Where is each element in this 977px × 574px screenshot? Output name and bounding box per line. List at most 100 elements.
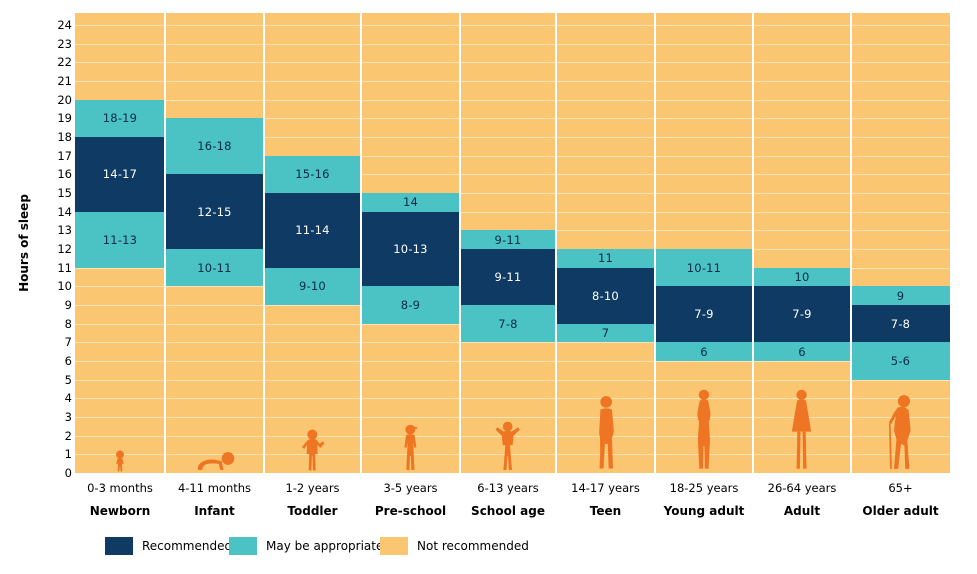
age-range-label: 3-5 years [383, 481, 438, 495]
y-tick-label: 1 [64, 447, 72, 462]
legend-item-not-recommended: Not recommended [380, 537, 529, 555]
band-may-be-appropriate: 5-6 [851, 342, 950, 380]
age-name-label: Pre-school [374, 504, 447, 518]
band-recommended: 11-14 [264, 193, 361, 268]
band-value-label: 18-19 [102, 111, 138, 126]
band-may-be-appropriate: 10-11 [165, 249, 264, 287]
school-child-figure-icon [490, 420, 525, 472]
gridline [75, 155, 950, 157]
gridline [75, 211, 950, 213]
gridline [75, 43, 950, 45]
band-value-label: 10-11 [686, 260, 722, 275]
band-recommended: 10-13 [361, 211, 460, 287]
band-value-label: 12-15 [197, 204, 232, 219]
band-value-label: 16-18 [197, 139, 232, 154]
band-value-label: 14-17 [102, 167, 138, 182]
y-tick-label: 21 [57, 74, 72, 88]
band-value-label: 10-11 [197, 260, 232, 275]
y-tick-label: 17 [57, 148, 72, 163]
gridline [75, 454, 950, 456]
age-name-label: Young adult [663, 504, 745, 518]
band-value-label: 9-11 [494, 232, 522, 247]
y-tick-label: 5 [64, 372, 72, 387]
age-range-label: 4-11 months [177, 481, 252, 495]
band-recommended: 7-9 [753, 286, 851, 343]
age-range-label: 18-25 years [669, 481, 739, 495]
gridline [75, 473, 950, 474]
column-separator [360, 13, 362, 473]
band-value-label: 6 [798, 344, 806, 359]
column-separator [263, 13, 265, 473]
age-range-label: 65+ [888, 481, 913, 495]
age-range-label: 1-2 years [285, 481, 340, 495]
gridline [75, 193, 950, 194]
band-recommended: 7-9 [655, 286, 753, 343]
column-separator [850, 13, 852, 473]
band-recommended: 12-15 [165, 174, 264, 249]
age-range-label: 26-64 years [767, 481, 837, 495]
toddler-figure-icon [299, 429, 326, 472]
band-may-be-appropriate: 9-11 [460, 230, 556, 249]
adult-woman-figure-icon [787, 388, 816, 472]
band-may-be-appropriate: 7 [556, 323, 655, 343]
y-tick-label: 14 [57, 204, 72, 219]
gridline [75, 361, 950, 362]
band-may-be-appropriate: 6 [655, 342, 753, 361]
age-range-label: 0-3 months [87, 481, 153, 495]
young-adult-figure-icon [691, 388, 717, 472]
column-separator [654, 13, 656, 473]
age-name-label: Adult [783, 504, 821, 518]
standing-baby-figure-icon [112, 450, 128, 472]
y-tick-label: 3 [64, 410, 72, 424]
gridline [75, 417, 950, 418]
band-value-label: 5-6 [890, 353, 911, 368]
y-tick-label: 20 [57, 92, 72, 107]
age-range-label: 14-17 years [571, 481, 640, 495]
band-recommended: 14-17 [75, 137, 165, 212]
band-value-label: 10-13 [393, 241, 428, 256]
band-may-be-appropriate: 9 [851, 286, 950, 305]
band-value-label: 11-14 [295, 223, 330, 238]
y-tick-label: 7 [64, 335, 72, 350]
band-may-be-appropriate: 9-10 [264, 267, 361, 305]
band-may-be-appropriate: 6 [753, 342, 851, 361]
y-tick-label: 9 [64, 298, 72, 312]
gridline [75, 379, 950, 381]
age-name-label: Infant [194, 504, 235, 518]
gridline [75, 62, 950, 64]
gridline [75, 99, 950, 101]
band-value-label: 8-9 [400, 297, 421, 312]
y-tick-label: 8 [64, 316, 72, 331]
legend-label: May be appropriate [266, 539, 384, 553]
band-value-label: 11-13 [102, 232, 138, 247]
teen-figure-icon [592, 395, 620, 472]
band-may-be-appropriate: 14 [361, 193, 460, 212]
band-may-be-appropriate: 18-19 [75, 99, 165, 137]
legend-item-may-be-appropriate: May be appropriate [229, 537, 383, 555]
band-value-label: 14 [402, 195, 419, 210]
band-recommended: 8-10 [556, 267, 655, 324]
y-tick-label: 22 [57, 55, 72, 70]
y-tick-label: 11 [57, 260, 72, 275]
band-may-be-appropriate: 15-16 [264, 155, 361, 193]
legend-swatch-may-be-appropriate [229, 537, 257, 555]
band-recommended: 7-8 [851, 305, 950, 343]
gridline [75, 174, 950, 176]
gridline [75, 342, 950, 344]
age-name-label: Toddler [287, 504, 338, 518]
crawling-baby-figure-icon [194, 451, 235, 472]
column-separator [459, 13, 461, 473]
band-value-label: 7-9 [792, 307, 812, 322]
legend-label: Not recommended [417, 539, 529, 553]
legend-label: Recommended [142, 539, 233, 553]
band-value-label: 7-8 [498, 316, 518, 331]
y-tick-label: 19 [57, 111, 72, 126]
band-value-label: 9-10 [299, 279, 326, 294]
gridline [75, 398, 950, 400]
band-recommended: 9-11 [460, 249, 556, 305]
age-range-label: 6-13 years [477, 481, 539, 495]
y-tick-label: 6 [64, 354, 72, 368]
band-may-be-appropriate: 10 [753, 267, 851, 287]
band-value-label: 15-16 [295, 167, 330, 182]
y-tick-label: 2 [64, 428, 72, 443]
